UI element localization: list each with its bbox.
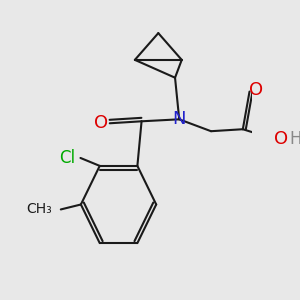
Text: O: O bbox=[249, 81, 263, 99]
Text: H: H bbox=[289, 130, 300, 148]
Text: N: N bbox=[172, 110, 186, 128]
Text: CH₃: CH₃ bbox=[26, 202, 52, 216]
Text: O: O bbox=[94, 114, 109, 132]
Text: O: O bbox=[274, 130, 288, 148]
Text: Cl: Cl bbox=[59, 149, 75, 167]
